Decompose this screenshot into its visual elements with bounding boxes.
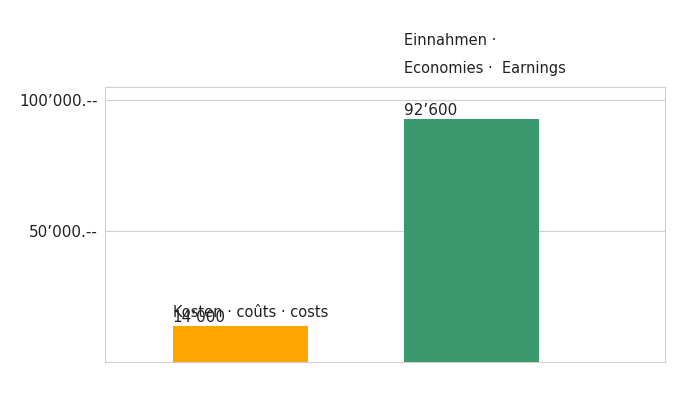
Text: Einnahmen ·: Einnahmen · xyxy=(405,33,497,48)
Text: Kosten · coûts · costs: Kosten · coûts · costs xyxy=(173,305,328,320)
Bar xyxy=(173,326,308,362)
Text: 14’000: 14’000 xyxy=(173,310,225,325)
Text: 92’600: 92’600 xyxy=(405,104,458,119)
Text: Economies ·  Earnings: Economies · Earnings xyxy=(405,61,566,76)
Bar xyxy=(405,119,540,362)
